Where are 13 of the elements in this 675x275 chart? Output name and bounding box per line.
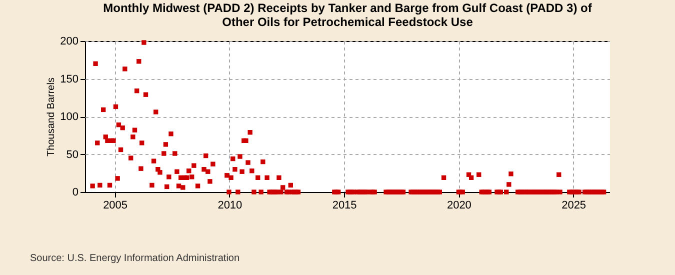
x-tick-label: 2015 [332,200,357,212]
chart-title: Monthly Midwest (PADD 2) Receipts by Tanker and Barge from Gulf Coast (PADD 3) of Other Oils for Petrochemical Feedstock Use [103,1,593,29]
y-tick-label: 150 [60,73,78,86]
y-tick-label: 100 [60,111,78,123]
y-tick-label: 0 [72,186,78,198]
y-axis-title: Thousand Barrels [46,78,58,156]
x-tick-label: 2025 [562,200,586,212]
y-tick-label: 200 [60,36,78,48]
x-tick-label: 2005 [103,200,128,212]
x-tick-label: 2020 [446,200,472,212]
x-tick-label: 2010 [218,200,242,212]
y-tick-label: 50 [66,148,78,161]
source-note: Source: U.S. Energy Information Administration [30,253,240,264]
